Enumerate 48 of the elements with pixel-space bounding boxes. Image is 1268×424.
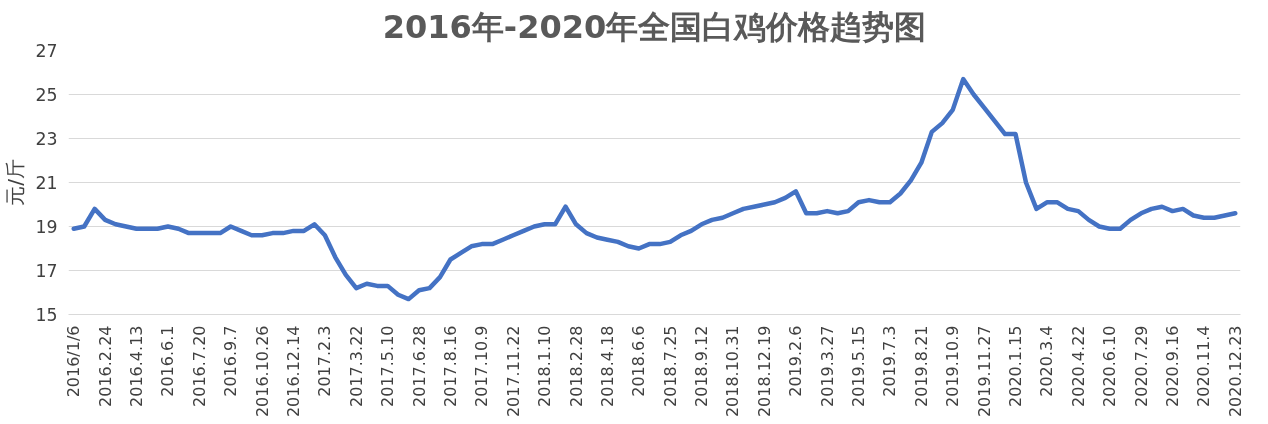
- y-tick-label: 17: [35, 261, 58, 281]
- x-tick-label: 2018.2.28: [566, 325, 586, 407]
- x-tick-label: 2019.3.27: [817, 325, 837, 407]
- x-tick-label: 2019.8.21: [911, 325, 931, 407]
- x-tick-label: 2020.9.16: [1162, 325, 1182, 407]
- x-tick-label: 2020.12.23: [1225, 325, 1245, 418]
- x-tick-label: 2017.11.22: [503, 325, 523, 418]
- x-tick-label: 2020.4.22: [1068, 325, 1088, 407]
- y-tick-label: 19: [35, 217, 58, 237]
- x-tick-label: 2016.12.14: [283, 325, 303, 418]
- x-tick-label: 2020.6.10: [1100, 325, 1120, 407]
- x-tick-label: 2018.9.12: [692, 325, 712, 407]
- y-tick-label: 21: [35, 173, 58, 193]
- x-tick-label: 2017.6.28: [409, 325, 429, 407]
- x-tick-label: 2016.7.20: [189, 325, 209, 407]
- x-tick-label: 2016.4.13: [127, 325, 147, 407]
- x-tick-label: 2018.12.19: [754, 325, 774, 418]
- x-tick-label: 2016.6.1: [158, 325, 178, 397]
- x-tick-label: 2020.11.4: [1194, 325, 1214, 407]
- x-tick-label: 2017.3.22: [346, 325, 366, 407]
- x-tick-label: 2018.1.10: [535, 325, 555, 407]
- y-tick-label: 27: [35, 41, 58, 61]
- x-tick-label: 2020.3.4: [1037, 325, 1057, 397]
- x-tick-label: 2018.6.6: [629, 325, 649, 397]
- x-tick-label: 2019.5.15: [849, 325, 869, 407]
- x-tick-label: 2017.5.10: [378, 325, 398, 407]
- x-tick-label: 2017.8.16: [440, 325, 460, 407]
- x-tick-label: 2017.2.3: [315, 325, 335, 397]
- x-tick-label: 2020.1.15: [1006, 325, 1026, 407]
- x-tick-label: 2018.10.31: [723, 325, 743, 418]
- x-tick-label: 2018.4.18: [597, 325, 617, 407]
- x-tick-label: 2019.7.3: [880, 325, 900, 397]
- x-tick-label: 2017.10.9: [472, 325, 492, 407]
- x-tick-label: 2018.7.25: [660, 325, 680, 407]
- x-tick-label: 2016.2.24: [95, 325, 115, 407]
- y-tick-label: 23: [35, 129, 58, 149]
- x-tick-label: 2019.10.9: [943, 325, 963, 407]
- y-tick-label: 15: [35, 305, 58, 325]
- y-tick-label: 25: [35, 85, 58, 105]
- x-tick-label: 2019.11.27: [974, 325, 994, 418]
- x-tick-label: 2020.7.29: [1131, 325, 1151, 407]
- chart-title: 2016年-2020年全国白鸡价格趋势图: [382, 7, 927, 46]
- x-tick-label: 2016.9.7: [221, 325, 241, 397]
- y-axis-title: 元/斤: [3, 159, 28, 206]
- x-tick-label: 2016/1/6: [64, 325, 84, 398]
- x-tick-label: 2016.10.26: [252, 325, 272, 418]
- x-tick-label: 2019.2.6: [786, 325, 806, 397]
- line-series: [71, 76, 1238, 302]
